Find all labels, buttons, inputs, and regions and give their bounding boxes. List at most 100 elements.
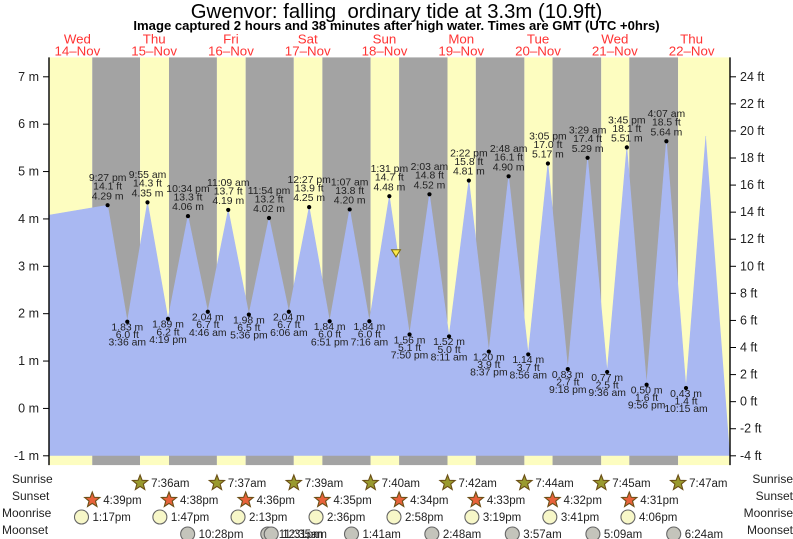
svg-text:-4 ft: -4 ft <box>740 449 762 463</box>
svg-text:22–Nov: 22–Nov <box>669 44 715 59</box>
svg-text:4.06 m: 4.06 m <box>172 202 204 213</box>
svg-text:4.19 m: 4.19 m <box>212 196 244 207</box>
svg-text:0 ft: 0 ft <box>740 395 758 409</box>
svg-text:6:06 am: 6:06 am <box>270 328 308 339</box>
svg-text:7:47am: 7:47am <box>689 478 727 490</box>
svg-text:4:31pm: 4:31pm <box>640 495 678 507</box>
svg-text:3:41pm: 3:41pm <box>561 512 599 524</box>
svg-text:16 ft: 16 ft <box>740 178 765 192</box>
svg-text:3:36 am: 3:36 am <box>109 338 147 349</box>
svg-text:4:32pm: 4:32pm <box>564 495 602 507</box>
svg-text:5.64 m: 5.64 m <box>651 127 683 138</box>
svg-text:4.48 m: 4.48 m <box>373 182 405 193</box>
svg-text:10:28pm: 10:28pm <box>199 529 244 539</box>
svg-text:Sunset: Sunset <box>12 489 50 503</box>
svg-text:0 m: 0 m <box>18 401 39 415</box>
svg-text:4:35pm: 4:35pm <box>333 495 371 507</box>
svg-text:9:36 am: 9:36 am <box>588 388 626 399</box>
svg-text:12 ft: 12 ft <box>740 232 765 246</box>
svg-text:6 ft: 6 ft <box>740 313 758 327</box>
svg-text:1:47pm: 1:47pm <box>171 512 209 524</box>
svg-text:2 m: 2 m <box>18 307 39 321</box>
svg-text:Moonrise: Moonrise <box>744 506 793 520</box>
svg-text:10 ft: 10 ft <box>740 259 765 273</box>
svg-text:7:45am: 7:45am <box>612 478 650 490</box>
svg-text:Moonset: Moonset <box>747 523 793 537</box>
svg-text:Sunrise: Sunrise <box>752 472 793 486</box>
svg-text:2:13pm: 2:13pm <box>249 512 287 524</box>
svg-text:Sunset: Sunset <box>756 489 793 503</box>
svg-text:4 m: 4 m <box>18 212 39 226</box>
svg-text:4.20 m: 4.20 m <box>334 196 366 207</box>
svg-text:7:40am: 7:40am <box>382 478 420 490</box>
svg-text:8:37 pm: 8:37 pm <box>470 368 508 379</box>
svg-text:4.90 m: 4.90 m <box>493 162 525 173</box>
svg-text:9:18 pm: 9:18 pm <box>549 385 587 396</box>
svg-text:5:36 pm: 5:36 pm <box>230 331 268 342</box>
svg-text:2 ft: 2 ft <box>740 368 758 382</box>
svg-text:4:19 pm: 4:19 pm <box>149 335 187 346</box>
svg-text:20 ft: 20 ft <box>740 124 765 138</box>
svg-text:8:11 am: 8:11 am <box>431 352 468 363</box>
svg-text:8 ft: 8 ft <box>740 286 758 300</box>
svg-text:21–Nov: 21–Nov <box>592 44 638 59</box>
svg-text:4.02 m: 4.02 m <box>253 204 285 215</box>
svg-text:24 ft: 24 ft <box>740 70 765 84</box>
svg-text:6:51 pm: 6:51 pm <box>311 337 349 348</box>
svg-text:17–Nov: 17–Nov <box>285 44 331 59</box>
svg-text:5.17 m: 5.17 m <box>532 150 564 161</box>
svg-text:3:57am: 3:57am <box>523 529 561 539</box>
svg-text:7:37am: 7:37am <box>228 478 266 490</box>
svg-text:1 m: 1 m <box>18 354 39 368</box>
svg-text:12:35am: 12:35am <box>282 529 327 539</box>
svg-text:4.35 m: 4.35 m <box>132 188 164 199</box>
svg-text:5.51 m: 5.51 m <box>611 133 643 144</box>
svg-text:7:44am: 7:44am <box>535 478 573 490</box>
svg-text:4:06pm: 4:06pm <box>639 512 677 524</box>
svg-text:7 m: 7 m <box>18 70 39 84</box>
svg-text:4 ft: 4 ft <box>740 341 758 355</box>
svg-text:-2 ft: -2 ft <box>740 422 762 436</box>
svg-text:4:38pm: 4:38pm <box>180 495 218 507</box>
svg-text:14–Nov: 14–Nov <box>54 44 100 59</box>
svg-text:19–Nov: 19–Nov <box>438 44 484 59</box>
svg-text:7:50 pm: 7:50 pm <box>391 351 429 362</box>
svg-text:4.29 m: 4.29 m <box>92 191 124 202</box>
svg-text:2:58pm: 2:58pm <box>405 512 443 524</box>
svg-text:18–Nov: 18–Nov <box>362 44 408 59</box>
svg-text:5:09am: 5:09am <box>604 529 642 539</box>
svg-text:18 ft: 18 ft <box>740 151 765 165</box>
svg-text:14 ft: 14 ft <box>740 205 765 219</box>
svg-text:1:17pm: 1:17pm <box>92 512 130 524</box>
svg-text:7:42am: 7:42am <box>459 478 497 490</box>
svg-text:4.81 m: 4.81 m <box>453 167 485 178</box>
svg-text:2:36pm: 2:36pm <box>327 512 365 524</box>
svg-text:15–Nov: 15–Nov <box>131 44 177 59</box>
svg-text:Moonrise: Moonrise <box>2 506 52 520</box>
svg-text:22 ft: 22 ft <box>740 97 765 111</box>
svg-text:4:36pm: 4:36pm <box>257 495 295 507</box>
svg-text:9:56 pm: 9:56 pm <box>628 401 666 412</box>
svg-text:8:56 am: 8:56 am <box>509 370 547 381</box>
svg-text:Sunrise: Sunrise <box>12 472 53 486</box>
svg-text:6 m: 6 m <box>18 117 39 131</box>
svg-text:3 m: 3 m <box>18 259 39 273</box>
svg-text:4:46 am: 4:46 am <box>189 328 227 339</box>
svg-text:7:39am: 7:39am <box>305 478 343 490</box>
svg-text:4:33pm: 4:33pm <box>487 495 525 507</box>
svg-text:4:39pm: 4:39pm <box>103 495 141 507</box>
svg-text:5.29 m: 5.29 m <box>572 144 604 155</box>
svg-text:4.52 m: 4.52 m <box>414 180 446 191</box>
svg-text:Moonset: Moonset <box>2 523 49 537</box>
svg-text:16–Nov: 16–Nov <box>208 44 254 59</box>
svg-text:-1 m: -1 m <box>14 449 39 463</box>
svg-text:10:15 am: 10:15 am <box>664 404 707 415</box>
svg-text:3:19pm: 3:19pm <box>483 512 521 524</box>
svg-text:6:24am: 6:24am <box>685 529 723 539</box>
svg-text:7:16 am: 7:16 am <box>351 337 389 348</box>
svg-text:4:34pm: 4:34pm <box>410 495 448 507</box>
svg-text:7:36am: 7:36am <box>151 478 189 490</box>
svg-text:4.25 m: 4.25 m <box>293 193 325 204</box>
svg-text:20–Nov: 20–Nov <box>515 44 561 59</box>
svg-text:5 m: 5 m <box>18 165 39 179</box>
